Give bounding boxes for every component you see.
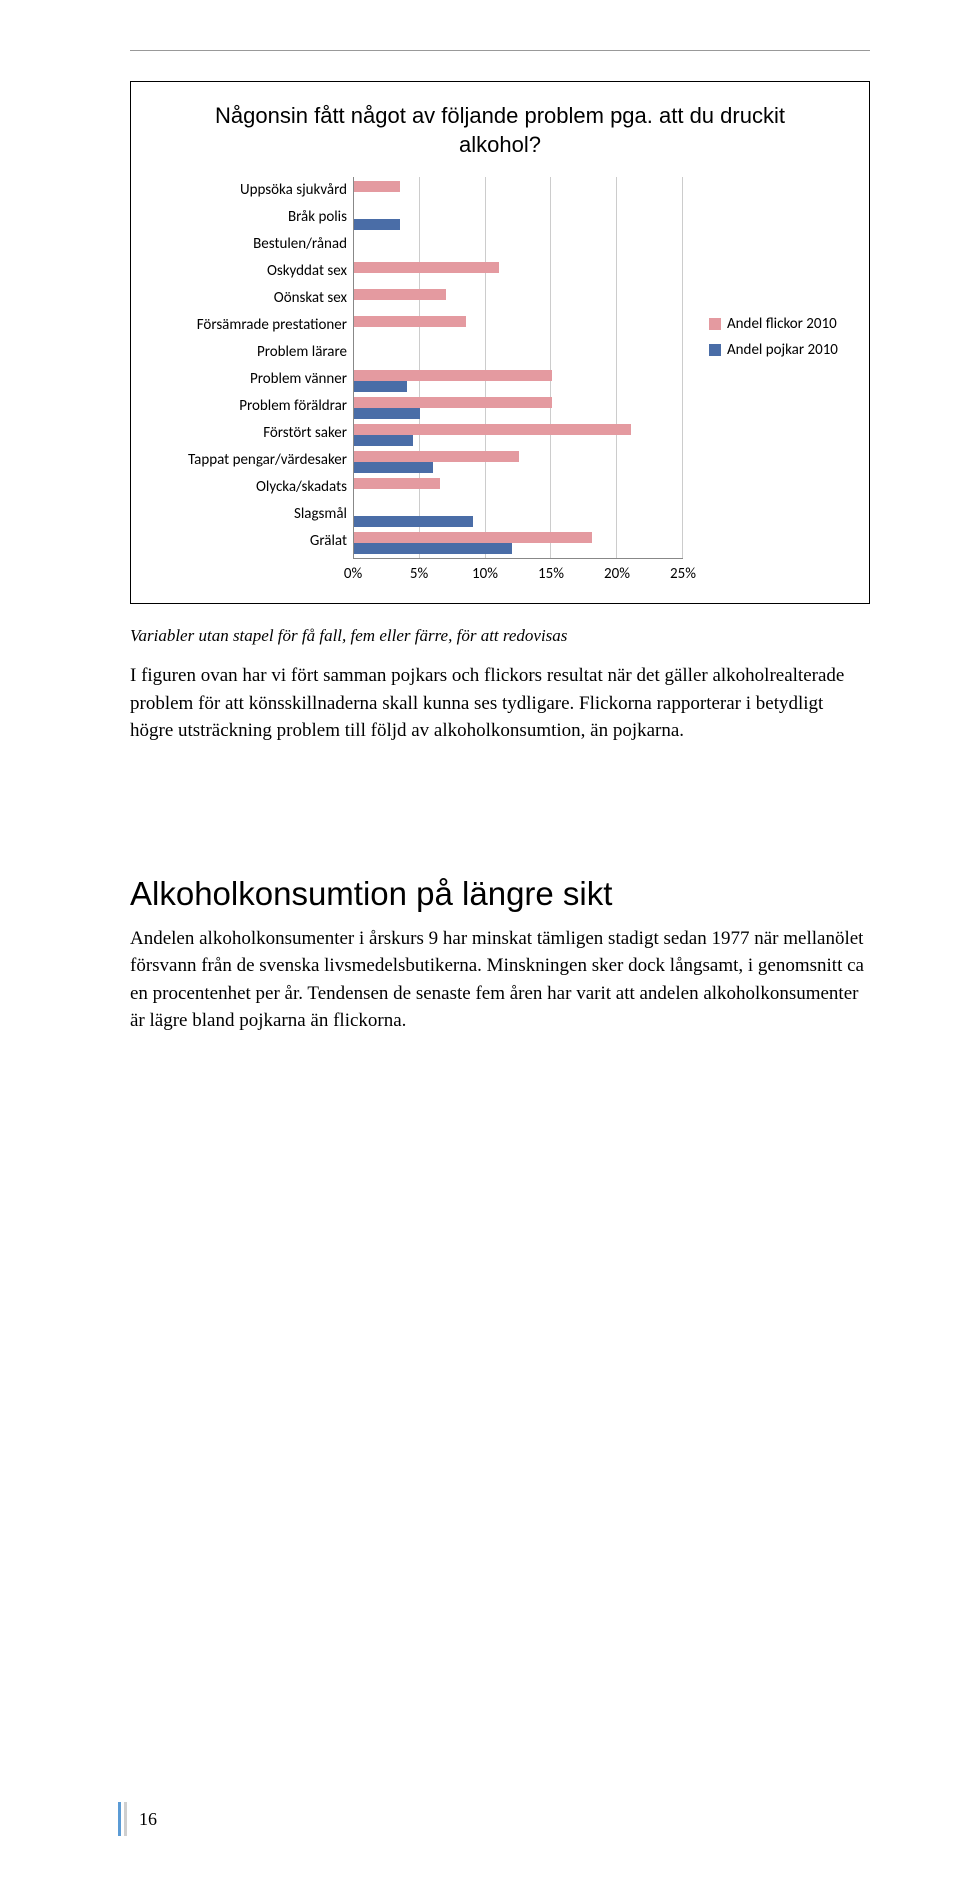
y-axis-label: Oskyddat sex [267, 258, 347, 285]
chart-body: Uppsöka sjukvårdBråk polisBestulen/rånad… [147, 177, 853, 583]
bar [354, 462, 433, 473]
bars [354, 177, 683, 555]
y-axis-label: Försämrade prestationer [197, 312, 347, 339]
section-heading: Alkoholkonsumtion på längre sikt [130, 875, 870, 913]
bar-group [354, 177, 683, 204]
x-axis-tick: 5% [410, 565, 428, 583]
x-axis-tick: 10% [472, 565, 498, 583]
bar [354, 219, 400, 230]
y-axis-label: Tappat pengar/värdesaker [188, 447, 347, 474]
bar [354, 381, 407, 392]
page-number: 16 [139, 1809, 157, 1830]
bar [354, 397, 552, 408]
bar [354, 316, 466, 327]
bar-group [354, 366, 683, 393]
bar-group [354, 393, 683, 420]
bar-group [354, 501, 683, 528]
page: Någonsin fått något av följande problem … [0, 0, 960, 1886]
bar-group [354, 420, 683, 447]
legend-item: Andel flickor 2010 [709, 315, 853, 333]
legend-label: Andel pojkar 2010 [727, 341, 838, 359]
y-axis-label: Bestulen/rånad [253, 231, 347, 258]
plot-wrap: 0%5%10%15%20%25% [353, 177, 683, 583]
bar-group [354, 528, 683, 555]
y-axis-label: Olycka/skadats [256, 474, 347, 501]
bar [354, 424, 631, 435]
bar-group [354, 312, 683, 339]
y-axis-label: Grälat [310, 528, 347, 555]
bar-group [354, 285, 683, 312]
bar-group [354, 339, 683, 366]
bar-group [354, 447, 683, 474]
y-axis-label: Slagsmål [294, 501, 347, 528]
page-number-accent-gray [124, 1802, 127, 1836]
bar [354, 181, 400, 192]
bar [354, 516, 473, 527]
y-axis-label: Oönskat sex [274, 285, 347, 312]
bar [354, 435, 413, 446]
y-axis-label: Problem vänner [250, 366, 347, 393]
x-axis-tick: 15% [538, 565, 564, 583]
chart-title: Någonsin fått något av följande problem … [187, 102, 813, 159]
bar [354, 370, 552, 381]
legend-label: Andel flickor 2010 [727, 315, 837, 333]
x-axis-tick: 25% [670, 565, 696, 583]
legend-swatch [709, 344, 721, 356]
y-axis-label: Problem föräldrar [239, 393, 347, 420]
bar-group [354, 204, 683, 231]
y-axis-label: Bråk polis [288, 204, 347, 231]
bar-group [354, 258, 683, 285]
bar-group [354, 231, 683, 258]
page-number-accent-blue [118, 1802, 121, 1836]
figure-caption: Variabler utan stapel för få fall, fem e… [130, 626, 870, 646]
x-axis-tick: 20% [604, 565, 630, 583]
paragraph-2: Andelen alkoholkonsumenter i årskurs 9 h… [130, 925, 870, 1035]
legend-swatch [709, 318, 721, 330]
chart-container: Någonsin fått något av följande problem … [130, 81, 870, 604]
bar [354, 478, 440, 489]
y-axis-label: Uppsöka sjukvård [240, 177, 347, 204]
bar [354, 408, 420, 419]
legend: Andel flickor 2010 Andel pojkar 2010 [683, 177, 853, 367]
bar [354, 543, 512, 554]
y-axis-label: Problem lärare [257, 339, 347, 366]
x-axis-tick: 0% [344, 565, 362, 583]
page-number-block: 16 [118, 1802, 157, 1836]
paragraph-1: I figuren ovan har vi fört samman pojkar… [130, 662, 870, 745]
bar [354, 289, 446, 300]
bar [354, 262, 499, 273]
plot-area [353, 177, 683, 559]
bar [354, 532, 592, 543]
bar-group [354, 474, 683, 501]
legend-item: Andel pojkar 2010 [709, 341, 853, 359]
x-axis: 0%5%10%15%20%25% [353, 559, 683, 583]
bar [354, 451, 519, 462]
y-axis-label: Förstört saker [263, 420, 347, 447]
top-rule [130, 50, 870, 51]
y-axis-labels: Uppsöka sjukvårdBråk polisBestulen/rånad… [147, 177, 353, 555]
